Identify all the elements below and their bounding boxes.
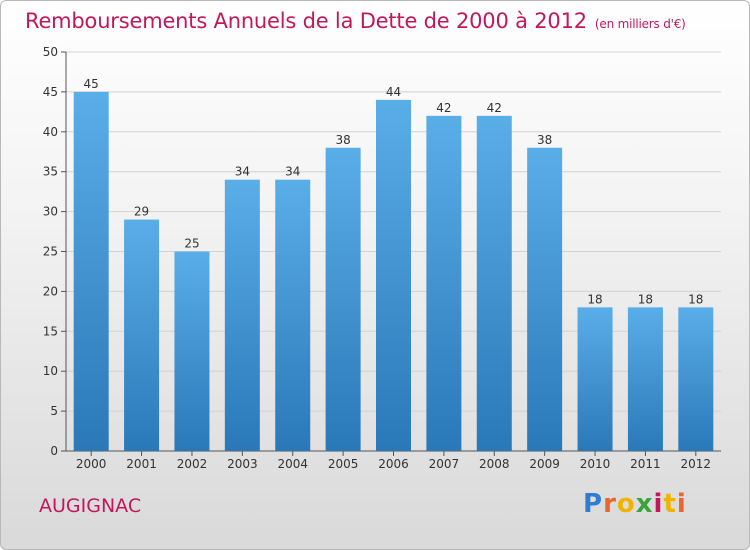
bar-2011	[627, 307, 663, 451]
y-tick-label: 15	[43, 324, 58, 338]
x-tick-label-2002: 2002	[177, 457, 208, 471]
bar-2001	[124, 219, 160, 451]
bar-2009	[527, 147, 563, 451]
x-tick-label-2004: 2004	[277, 457, 308, 471]
bar-2005	[325, 147, 361, 451]
x-tick-label-2009: 2009	[529, 457, 560, 471]
chart-title: Remboursements Annuels de la Dette de 20…	[25, 9, 686, 33]
bar-value-label-2009: 38	[537, 133, 552, 147]
y-tick-label: 25	[43, 245, 58, 259]
x-tick-label-2010: 2010	[580, 457, 611, 471]
y-tick-label: 10	[43, 364, 58, 378]
x-tick-label-2011: 2011	[630, 457, 661, 471]
chart-unit-note: (en milliers d'€)	[594, 17, 686, 31]
bar-value-label-2004: 34	[285, 165, 300, 179]
bar-value-label-2000: 45	[84, 77, 99, 91]
y-tick-label: 0	[50, 444, 58, 458]
bar-value-label-2005: 38	[335, 133, 350, 147]
x-tick-label-2003: 2003	[227, 457, 258, 471]
bar-2004	[275, 179, 311, 451]
bar-2000	[73, 91, 109, 452]
bar-2010	[577, 307, 613, 451]
y-tick-label: 45	[43, 85, 58, 99]
x-tick-label-2001: 2001	[126, 457, 157, 471]
y-tick-label: 20	[43, 284, 58, 298]
x-tick-label-2007: 2007	[429, 457, 460, 471]
bar-value-label-2006: 44	[386, 85, 401, 99]
x-tick-label-2012: 2012	[681, 457, 712, 471]
x-tick-label-2000: 2000	[76, 457, 107, 471]
bar-value-label-2008: 42	[487, 101, 502, 115]
commune-name: AUGIGNAC	[39, 495, 142, 517]
bar-2003	[224, 179, 260, 451]
y-tick-label: 50	[43, 45, 58, 59]
bars	[73, 91, 714, 452]
bar-value-label-2010: 18	[587, 292, 602, 306]
y-tick-label: 35	[43, 165, 58, 179]
y-tick-label: 40	[43, 125, 58, 139]
bar-2012	[678, 307, 714, 451]
y-tick-label: 5	[50, 404, 58, 418]
bar-2007	[426, 115, 462, 451]
x-tick-label-2005: 2005	[328, 457, 359, 471]
bar-2002	[174, 251, 210, 451]
bar-2006	[376, 99, 411, 451]
proxiti-logo: Proxiti	[583, 489, 687, 519]
bar-value-label-2003: 34	[235, 165, 250, 179]
chart-title-text: Remboursements Annuels de la Dette de 20…	[25, 9, 587, 33]
bar-value-label-2001: 29	[134, 205, 149, 219]
bar-value-label-2002: 25	[184, 237, 199, 251]
y-tick-label: 30	[43, 205, 58, 219]
bar-2008	[476, 115, 512, 451]
bar-value-label-2007: 42	[436, 101, 451, 115]
x-tick-label-2006: 2006	[378, 457, 409, 471]
bar-value-label-2011: 18	[638, 292, 653, 306]
bar-value-label-2012: 18	[688, 292, 703, 306]
labels: 0 5 10 15 20 25 30 35 40 45 50 2000 45 2001 29 2002 25 20…	[43, 45, 711, 471]
x-tick-label-2008: 2008	[479, 457, 510, 471]
